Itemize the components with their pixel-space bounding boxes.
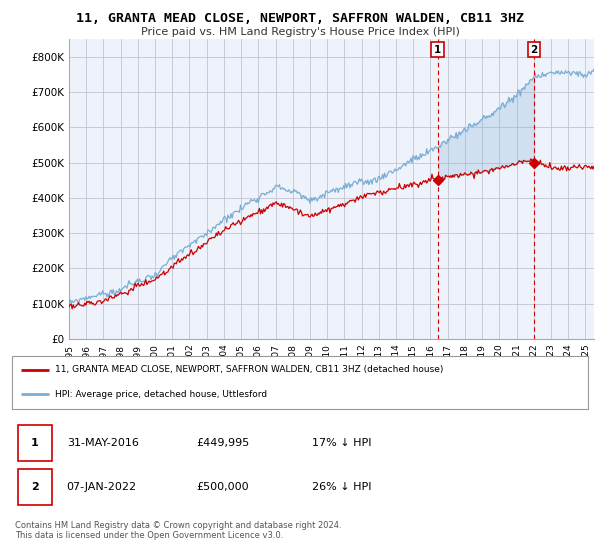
Text: Contains HM Land Registry data © Crown copyright and database right 2024.
This d: Contains HM Land Registry data © Crown c… [15,521,341,540]
Text: £500,000: £500,000 [196,482,249,492]
Text: 2: 2 [31,482,39,492]
Text: HPI: Average price, detached house, Uttlesford: HPI: Average price, detached house, Uttl… [55,390,268,399]
Text: Price paid vs. HM Land Registry's House Price Index (HPI): Price paid vs. HM Land Registry's House … [140,27,460,37]
FancyBboxPatch shape [12,356,588,409]
Text: £449,995: £449,995 [196,438,250,448]
Text: 2: 2 [530,45,538,55]
Text: 1: 1 [31,438,39,448]
Text: 17% ↓ HPI: 17% ↓ HPI [311,438,371,448]
Text: 07-JAN-2022: 07-JAN-2022 [67,482,137,492]
FancyBboxPatch shape [18,469,52,505]
Text: 1: 1 [434,45,442,55]
FancyBboxPatch shape [18,425,52,461]
Text: 26% ↓ HPI: 26% ↓ HPI [311,482,371,492]
Text: 31-MAY-2016: 31-MAY-2016 [67,438,139,448]
Text: 11, GRANTA MEAD CLOSE, NEWPORT, SAFFRON WALDEN, CB11 3HZ (detached house): 11, GRANTA MEAD CLOSE, NEWPORT, SAFFRON … [55,366,443,375]
Text: 11, GRANTA MEAD CLOSE, NEWPORT, SAFFRON WALDEN, CB11 3HZ: 11, GRANTA MEAD CLOSE, NEWPORT, SAFFRON … [76,12,524,25]
